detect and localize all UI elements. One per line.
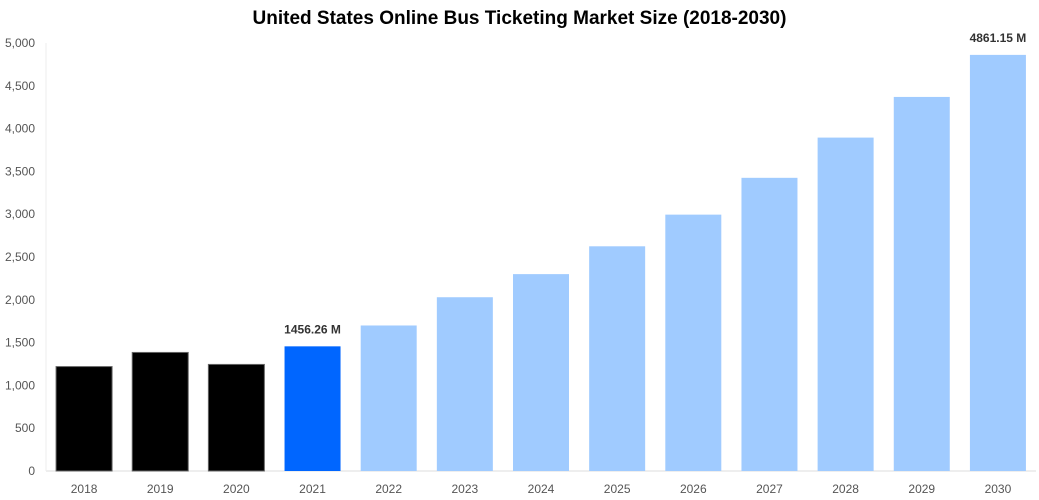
y-tick-label: 1,000 <box>5 378 35 392</box>
y-tick-label: 500 <box>15 421 35 435</box>
x-tick-label: 2025 <box>604 482 631 496</box>
x-tick-label: 2021 <box>299 482 326 496</box>
data-label-2021: 1456.26 M <box>284 322 341 336</box>
chart-title: United States Online Bus Ticketing Marke… <box>252 8 787 29</box>
bar-2030 <box>969 54 1026 471</box>
x-tick-label: 2030 <box>985 482 1012 496</box>
x-tick-label: 2028 <box>832 482 859 496</box>
x-tick-label: 2022 <box>375 482 402 496</box>
x-tick-label: 2026 <box>680 482 707 496</box>
x-tick-label: 2029 <box>908 482 935 496</box>
y-tick-label: 4,000 <box>5 122 35 136</box>
bar-2027 <box>741 177 798 471</box>
y-tick-label: 2,000 <box>5 293 35 307</box>
bar-2024 <box>513 274 569 471</box>
y-tick-label: 3,500 <box>5 164 35 178</box>
bar-2019 <box>131 351 189 472</box>
bar-2029 <box>893 96 950 471</box>
bar-2020 <box>207 363 265 472</box>
x-tick-label: 2027 <box>756 482 783 496</box>
x-tick-label: 2019 <box>147 482 174 496</box>
data-label-2030: 4861.15 M <box>970 31 1027 45</box>
bar-2025 <box>589 246 646 471</box>
y-tick-label: 5,000 <box>5 36 35 50</box>
bar-2028 <box>817 137 874 471</box>
y-tick-label: 3,000 <box>5 207 35 221</box>
y-tick-label: 0 <box>28 464 35 478</box>
x-tick-label: 2020 <box>223 482 250 496</box>
y-tick-label: 2,500 <box>5 250 35 264</box>
y-tick-label: 1,500 <box>5 336 35 350</box>
bar-2026 <box>665 214 722 472</box>
x-tick-label: 2024 <box>528 482 555 496</box>
bar-2018 <box>55 366 113 472</box>
x-tick-label: 2018 <box>71 482 98 496</box>
bar-2023 <box>436 297 493 471</box>
x-tick-label: 2023 <box>451 482 478 496</box>
y-tick-label: 4,500 <box>5 79 35 93</box>
bar-2021 <box>284 346 341 471</box>
bar-2022 <box>360 325 417 471</box>
